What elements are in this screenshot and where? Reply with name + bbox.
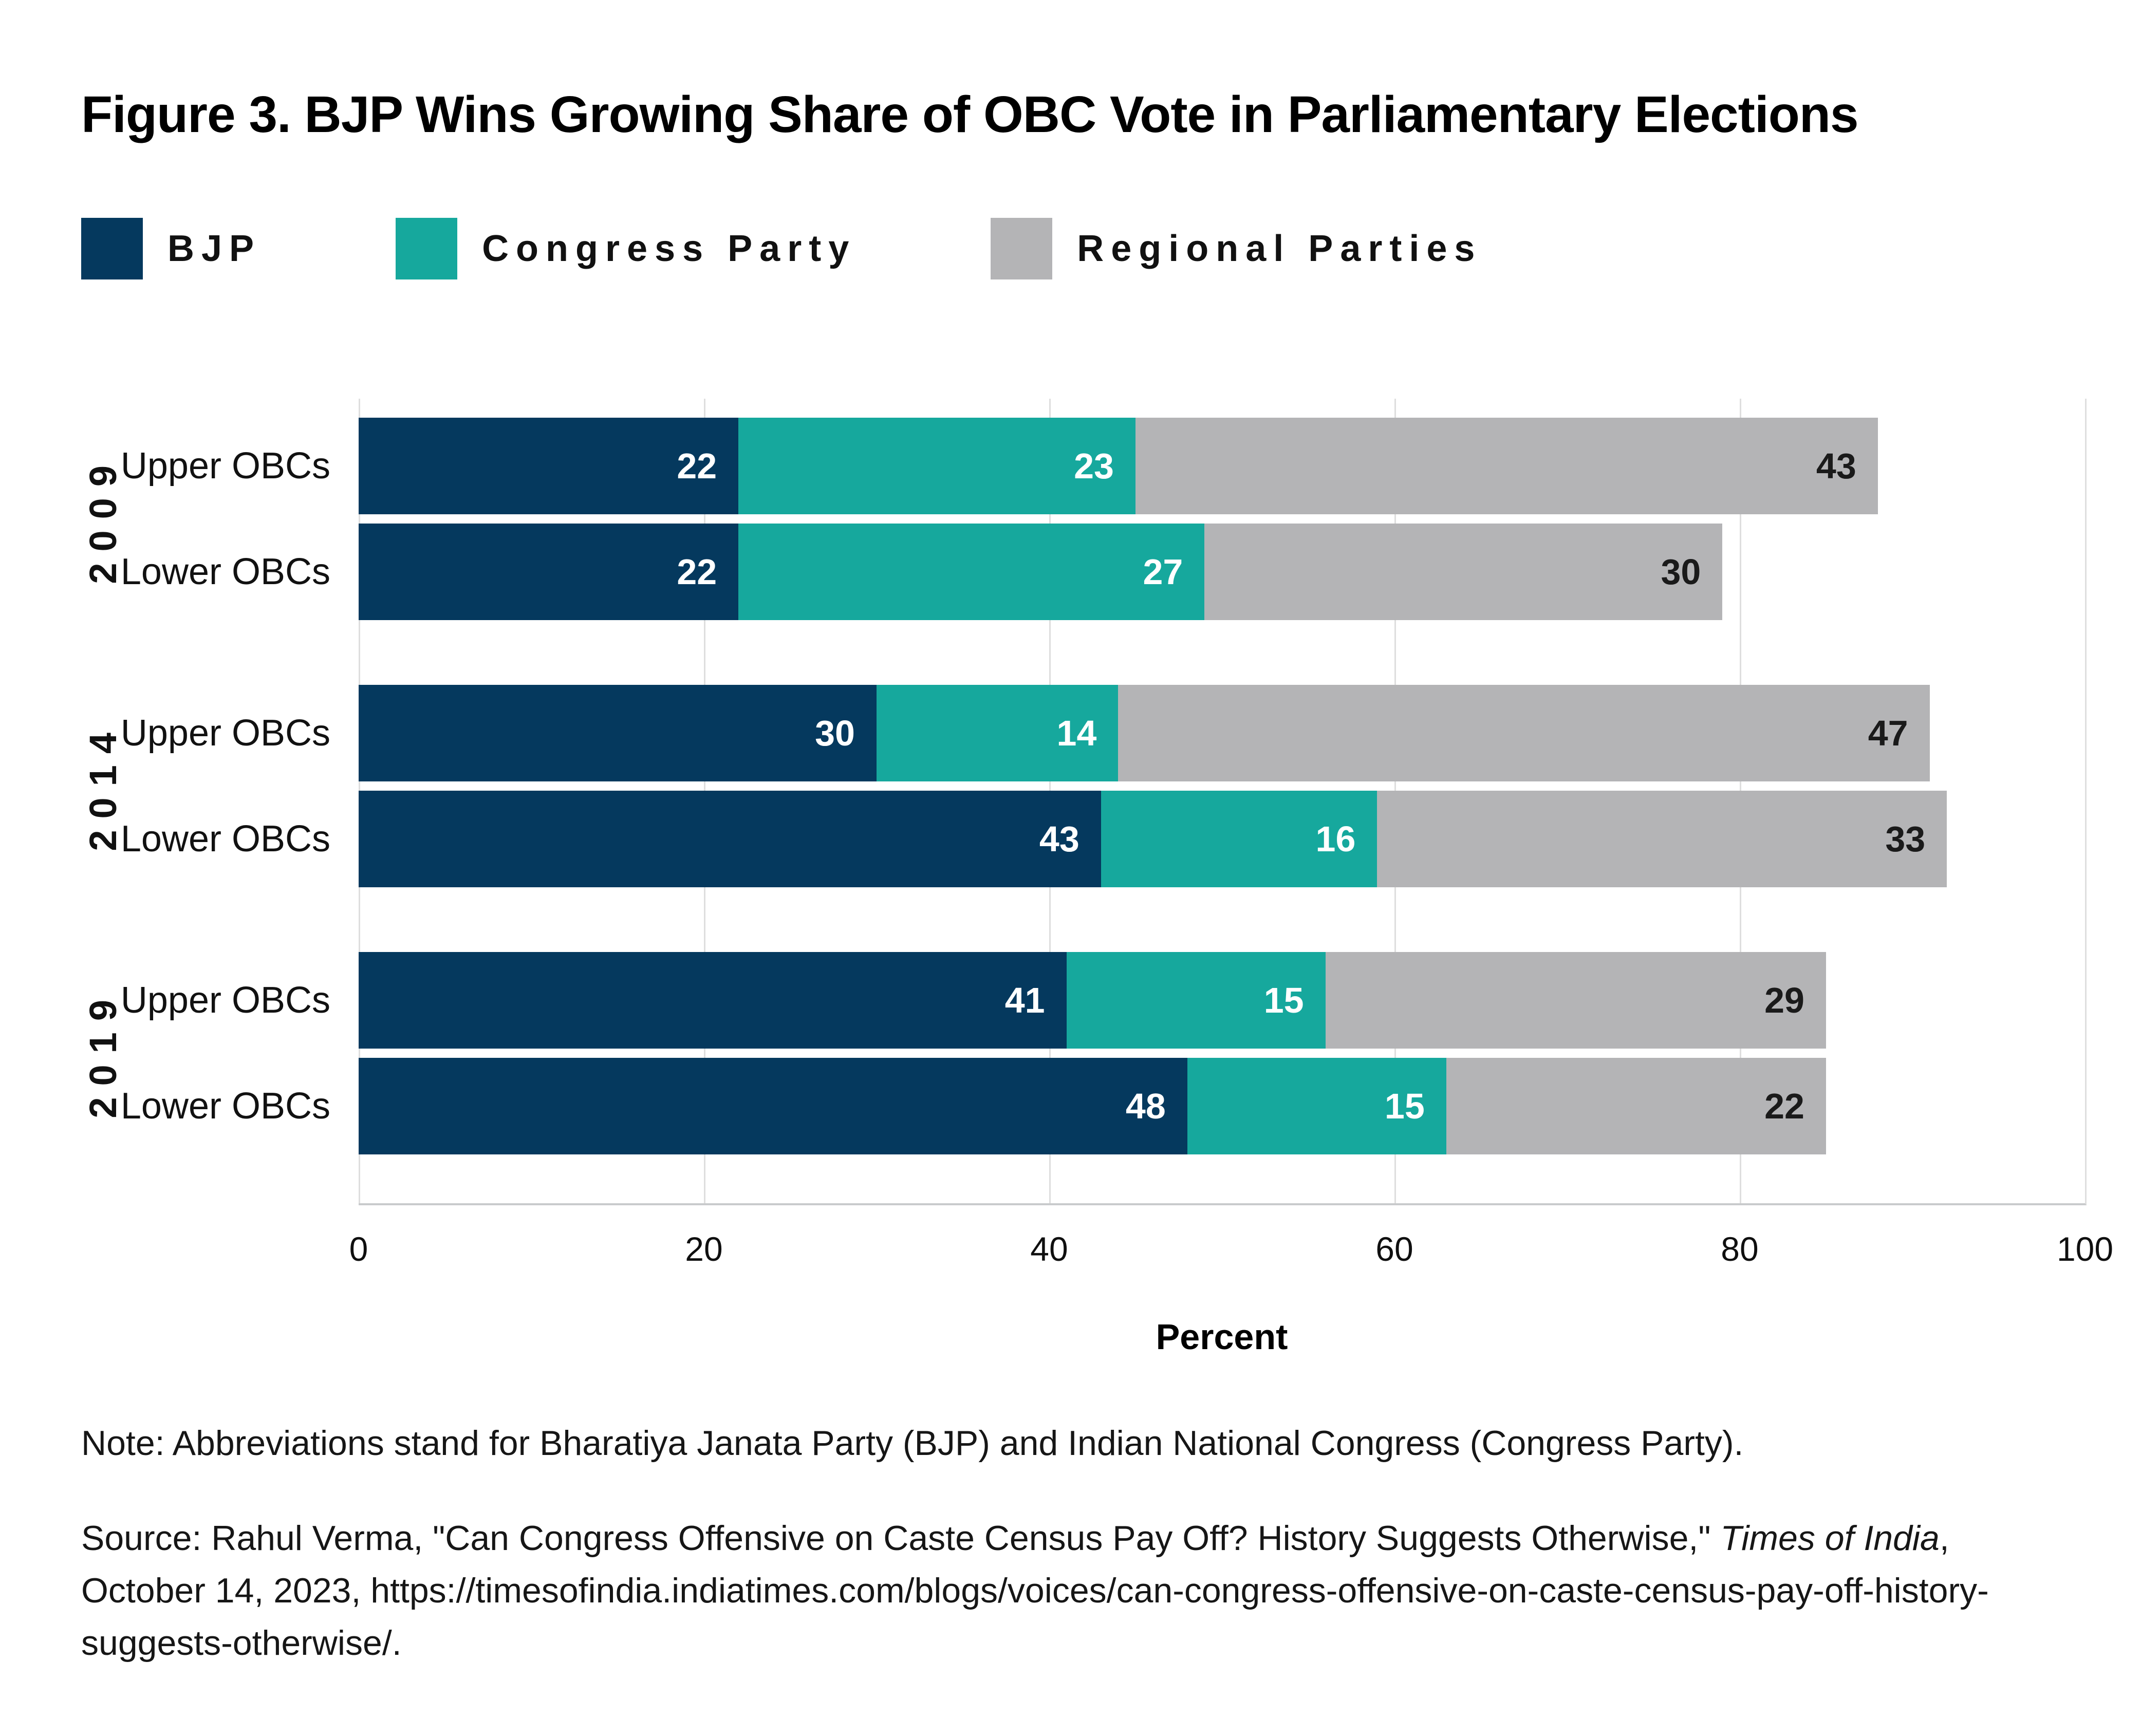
- legend-item-congress-party: Congress Party: [396, 218, 856, 279]
- bar-value-label: 22: [1764, 1086, 1804, 1126]
- stacked-bar: 22 27 30: [359, 524, 2085, 620]
- bar-segment-congress-party: 14: [877, 685, 1119, 781]
- row-label: Lower OBCs: [120, 1086, 330, 1127]
- year-group-2019: 2019 Upper OBCs 41 15 29 Lower OBCs 48 15 22: [81, 952, 2104, 1154]
- bar-value-label: 27: [1143, 552, 1183, 592]
- source-text: Source: Rahul Verma, "Can Congress Offen…: [81, 1512, 2080, 1669]
- bar-value-label: 33: [1885, 819, 1926, 859]
- source-suffix: , October 14, 2023, https://timesofindia…: [81, 1518, 1989, 1663]
- bar-value-label: 48: [1125, 1086, 1166, 1126]
- bar-value-label: 14: [1056, 713, 1097, 753]
- bar-segment-bjp: 48: [359, 1058, 1187, 1154]
- chart-area: 2009 Upper OBCs 22 23 43 Lower OBCs 22 27 30 2014…: [81, 399, 2104, 1205]
- bar-value-label: 41: [1004, 980, 1045, 1020]
- bar-row-2009-upper-obcs: Upper OBCs 22 23 43: [120, 418, 2085, 514]
- row-label: Upper OBCs: [120, 445, 330, 487]
- bar-row-2014-upper-obcs: Upper OBCs 30 14 47: [120, 685, 2085, 781]
- stacked-bar: 30 14 47: [359, 685, 2085, 781]
- x-tick-100: 100: [2056, 1230, 2114, 1268]
- bar-value-label: 23: [1074, 446, 1114, 486]
- bar-value-label: 43: [1816, 446, 1856, 486]
- bar-segment-bjp: 41: [359, 952, 1067, 1049]
- group-rows: Upper OBCs 22 23 43 Lower OBCs 22 27 30: [120, 418, 2085, 620]
- legend-label: BJP: [167, 228, 262, 269]
- legend-swatch-regional-parties: [991, 218, 1053, 279]
- bar-segment-congress-party: 15: [1066, 952, 1326, 1049]
- x-tick-80: 80: [1721, 1230, 1759, 1268]
- row-label: Lower OBCs: [120, 551, 330, 592]
- x-tick-20: 20: [685, 1230, 723, 1268]
- bar-segment-congress-party: 15: [1187, 1058, 1446, 1154]
- bar-value-label: 15: [1384, 1086, 1425, 1126]
- row-label: Upper OBCs: [120, 713, 330, 754]
- legend-item-regional-parties: Regional Parties: [991, 218, 1482, 279]
- legend-label: Regional Parties: [1077, 228, 1482, 269]
- year-label-2019: 2019: [82, 988, 124, 1118]
- bar-segment-bjp: 22: [359, 418, 739, 514]
- bar-segment-bjp: 43: [359, 791, 1101, 887]
- row-label: Lower OBCs: [120, 818, 330, 860]
- bar-segment-bjp: 22: [359, 524, 739, 620]
- bar-segment-bjp: 30: [359, 685, 877, 781]
- x-tick-60: 60: [1375, 1230, 1413, 1268]
- bar-segment-regional-parties: 47: [1118, 685, 1930, 781]
- bar-value-label: 30: [815, 713, 855, 753]
- bar-segment-regional-parties: 33: [1377, 791, 1947, 887]
- group-rows: Upper OBCs 30 14 47 Lower OBCs 43 16 33: [120, 685, 2085, 887]
- stacked-bar: 22 23 43: [359, 418, 2085, 514]
- bar-value-label: 47: [1868, 713, 1908, 753]
- x-tick-40: 40: [1030, 1230, 1068, 1268]
- bar-segment-regional-parties: 22: [1446, 1058, 1826, 1154]
- group-rows: Upper OBCs 41 15 29 Lower OBCs 48 15 22: [120, 952, 2085, 1154]
- year-label-2014: 2014: [82, 721, 124, 851]
- year-group-2014: 2014 Upper OBCs 30 14 47 Lower OBCs 43 16 33: [81, 685, 2104, 887]
- bar-value-label: 29: [1764, 980, 1804, 1020]
- bar-value-label: 43: [1039, 819, 1079, 859]
- bar-segment-congress-party: 23: [738, 418, 1135, 514]
- bar-segment-congress-party: 27: [738, 524, 1205, 620]
- legend-item-bjp: BJP: [81, 218, 261, 279]
- bar-value-label: 16: [1315, 819, 1356, 859]
- bar-segment-congress-party: 16: [1101, 791, 1377, 887]
- source-publication: Times of India: [1720, 1518, 1940, 1558]
- bar-groups: 2009 Upper OBCs 22 23 43 Lower OBCs 22 27 30 2014…: [81, 418, 2104, 1154]
- x-tick-0: 0: [349, 1230, 368, 1268]
- year-group-2009: 2009 Upper OBCs 22 23 43 Lower OBCs 22 27 30: [81, 418, 2104, 620]
- stacked-bar: 41 15 29: [359, 952, 2085, 1049]
- bar-row-2019-upper-obcs: Upper OBCs 41 15 29: [120, 952, 2085, 1049]
- source-prefix: Source: Rahul Verma, "Can Congress Offen…: [81, 1518, 1721, 1558]
- bar-segment-regional-parties: 30: [1204, 524, 1723, 620]
- year-label-2009: 2009: [82, 454, 124, 584]
- bar-segment-regional-parties: 29: [1325, 952, 1826, 1049]
- bar-value-label: 30: [1661, 552, 1701, 592]
- legend: BJP Congress Party Regional Parties: [81, 218, 2104, 279]
- figure-title: Figure 3. BJP Wins Growing Share of OBC …: [81, 86, 1859, 143]
- legend-label: Congress Party: [482, 228, 857, 269]
- note-text: Note: Abbreviations stand for Bharatiya …: [81, 1424, 1744, 1463]
- bar-row-2009-lower-obcs: Lower OBCs 22 27 30: [120, 524, 2085, 620]
- bar-value-label: 22: [677, 552, 717, 592]
- bar-value-label: 22: [677, 446, 717, 486]
- stacked-bar: 48 15 22: [359, 1058, 2085, 1154]
- legend-swatch-bjp: [81, 218, 143, 279]
- stacked-bar: 43 16 33: [359, 791, 2085, 887]
- x-axis-label: Percent: [1156, 1317, 1288, 1357]
- x-axis-ticks: 0 20 40 60 80 100: [349, 1230, 2113, 1275]
- legend-swatch-congress-party: [396, 218, 458, 279]
- bar-row-2014-lower-obcs: Lower OBCs 43 16 33: [120, 791, 2085, 887]
- bar-value-label: 15: [1263, 980, 1304, 1020]
- row-label: Upper OBCs: [120, 980, 330, 1021]
- bar-segment-regional-parties: 43: [1135, 418, 1878, 514]
- bar-row-2019-lower-obcs: Lower OBCs 48 15 22: [120, 1058, 2085, 1154]
